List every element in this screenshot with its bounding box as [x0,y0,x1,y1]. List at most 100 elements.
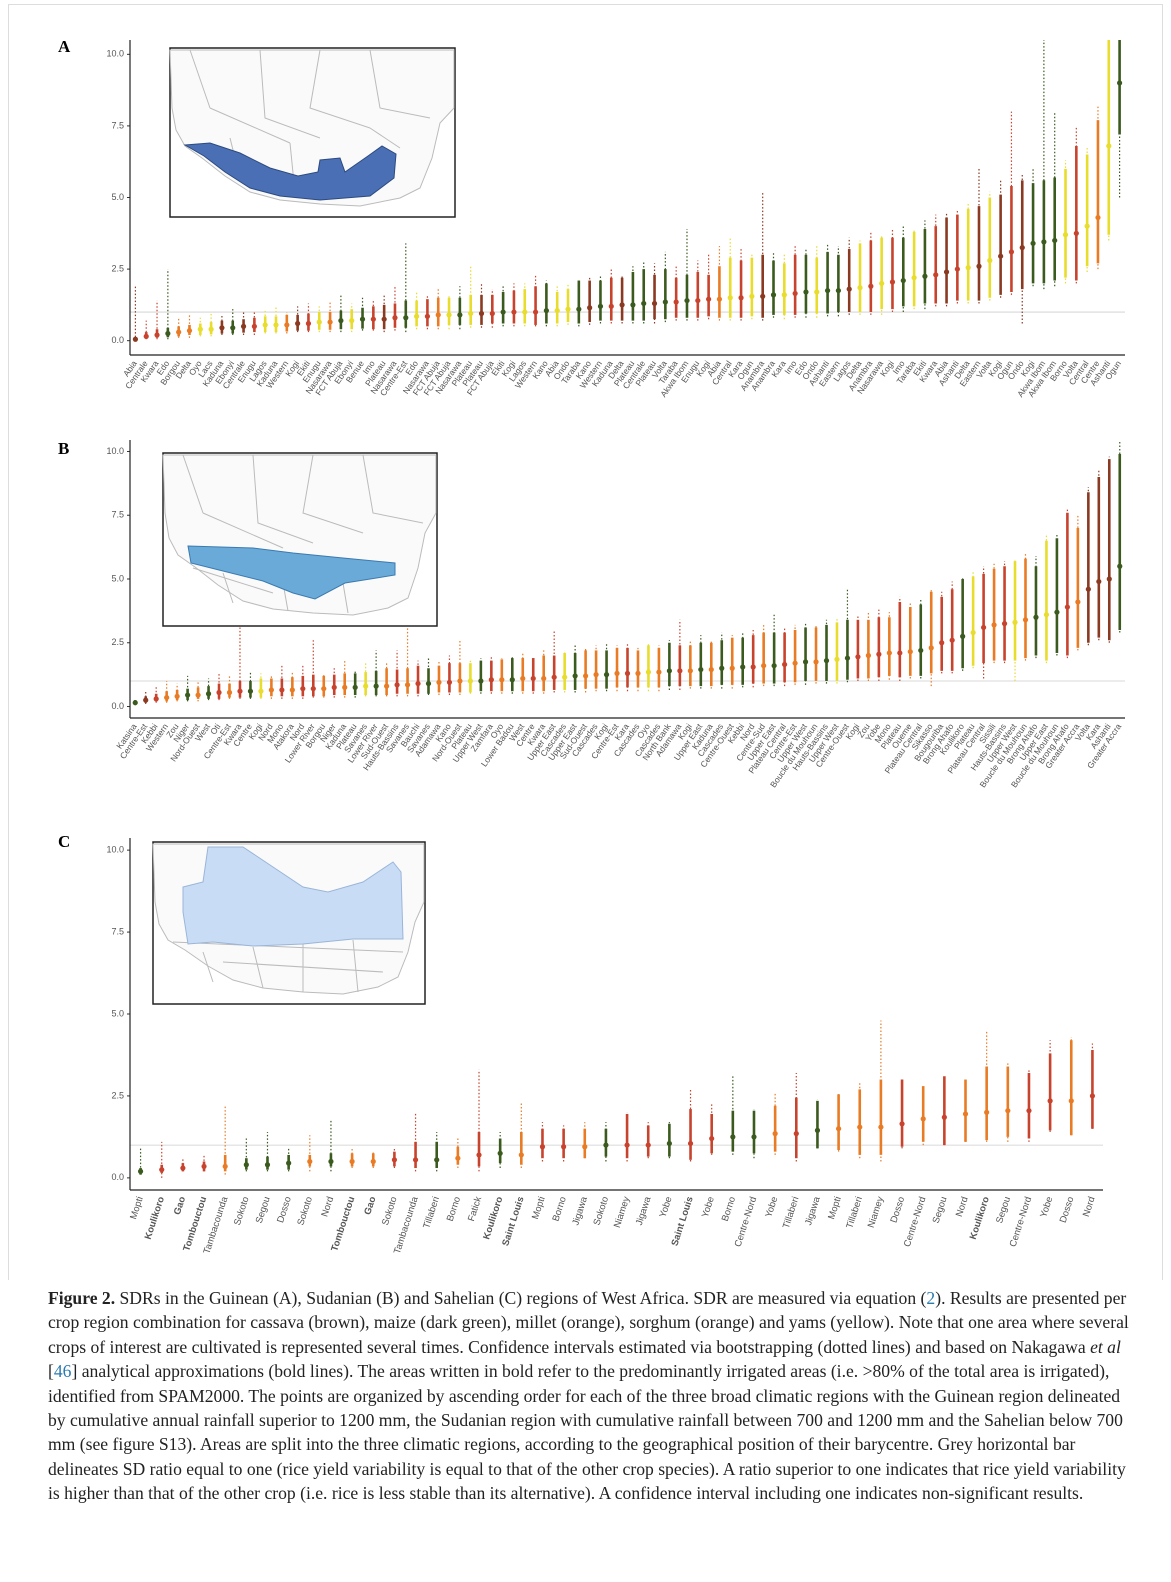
point [137,1168,144,1174]
point [855,654,861,660]
x-tick-label: Gao [172,1195,188,1216]
point [751,1134,757,1140]
point [488,677,494,683]
point [370,316,376,322]
point [876,651,882,657]
point [554,308,560,314]
y-tick-label: 10.0 [106,446,124,456]
point [687,668,693,674]
point [991,622,997,628]
point [857,285,863,291]
point [284,322,290,328]
x-tick-label: Yobe [763,1195,780,1219]
point [132,336,139,342]
point [770,292,777,298]
point [771,663,777,669]
point [954,266,960,272]
point [436,679,442,685]
point [900,277,906,284]
x-tick-label: Sokoto [592,1195,612,1227]
point [518,1152,524,1158]
point [738,295,744,301]
point [1033,614,1039,620]
point [476,1152,482,1158]
point [509,677,515,683]
y-tick-label: 7.5 [111,510,124,520]
point [879,280,885,287]
x-tick-label: Koulikoro [481,1195,505,1241]
point [539,1144,546,1150]
x-tick-label: Saint Louis [500,1195,526,1247]
inset-map-b [162,452,438,627]
point [243,1162,249,1168]
point [865,652,871,659]
panel-label: A [58,37,71,56]
point [262,322,268,328]
point [489,310,495,317]
map-borders [172,939,404,993]
point [381,316,387,322]
point [960,633,966,639]
point [857,1124,863,1130]
point [886,650,892,656]
x-tick-label: Saint Louis [669,1195,695,1247]
point [965,265,971,271]
point [186,328,193,334]
point [159,1167,165,1173]
x-tick-label: Segou [994,1195,1013,1225]
map-region [182,846,404,947]
point [511,309,517,315]
x-tick-label: Borno [720,1195,738,1223]
point [835,287,841,294]
x-tick-label: Tillaberi [781,1195,802,1230]
point [1085,586,1091,592]
point [414,313,420,319]
point [619,302,625,308]
equation-link[interactable]: 2 [926,1288,936,1308]
x-tick-label: Sokoto [232,1195,252,1227]
point [532,309,539,315]
point [1095,214,1101,221]
point [289,687,295,693]
point [749,293,755,299]
point [143,333,149,339]
y-tick-label: 7.5 [111,926,124,936]
point [307,1158,313,1165]
point [1106,576,1112,582]
point [673,299,679,305]
point [205,691,212,697]
point [970,629,976,636]
point [349,318,355,324]
point [760,293,766,299]
x-tick-label: Segou [931,1195,950,1225]
x-tick-label: Mopti [128,1195,146,1220]
point [530,675,536,682]
point [338,318,344,324]
point [939,640,945,646]
point [258,688,264,694]
point [889,279,896,285]
map-borders [182,454,424,614]
point [457,678,463,684]
point [695,297,701,304]
point [310,686,316,692]
point [446,312,452,318]
point [328,1158,334,1165]
point [394,682,400,688]
reference-link[interactable]: 46 [53,1361,72,1382]
point [562,674,568,680]
point [165,330,171,337]
x-tick-label: Centre-Nord [733,1195,760,1248]
x-tick-label: Jigawa [803,1195,823,1227]
x-tick-label: Tillaberi [421,1195,442,1230]
point [823,658,830,664]
point [331,684,337,690]
point [614,670,620,676]
point [1116,80,1123,86]
point [1047,1098,1053,1104]
y-tick-label: 10.0 [106,49,124,59]
point [359,316,366,322]
x-tick-label: Centre-Nord [902,1195,929,1248]
point [143,697,149,703]
x-tick-label: Borno [551,1195,569,1223]
